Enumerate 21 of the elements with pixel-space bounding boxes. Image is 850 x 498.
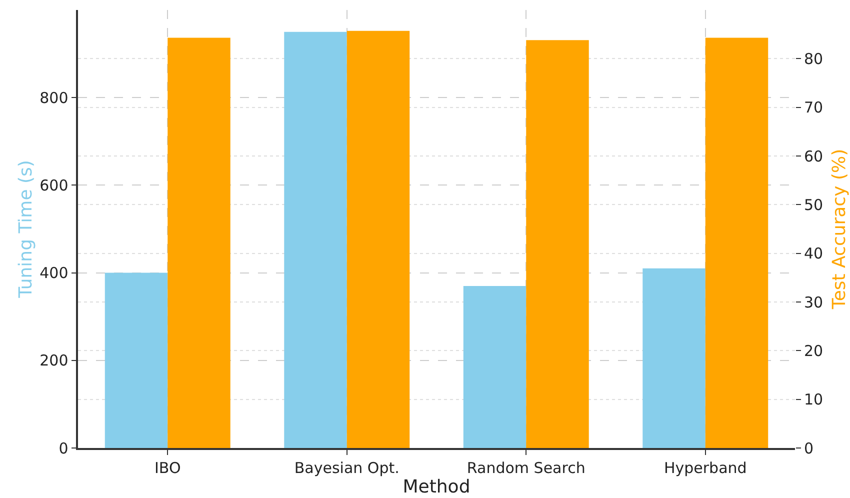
y-tick-label: 0 xyxy=(58,439,68,458)
y2-tick-label: 70 xyxy=(804,98,824,117)
y2-tick-label: 40 xyxy=(804,244,824,263)
x-axis-title: Method xyxy=(402,476,470,498)
x-tick-label: Random Search xyxy=(466,458,586,477)
x-tick-label: Hyperband xyxy=(664,458,747,477)
y-tick-label: 400 xyxy=(40,264,68,282)
x-tick-label: Bayesian Opt. xyxy=(294,458,400,477)
y2-axis-title: Test Accuracy (%) xyxy=(829,148,850,310)
y2-tick-label: 80 xyxy=(804,50,824,68)
y2-tick-label: 10 xyxy=(804,390,824,409)
y2-tick-label: 20 xyxy=(804,342,824,360)
y-tick-label: 800 xyxy=(40,88,68,107)
y2-tick-label: 50 xyxy=(804,196,824,214)
y-axis-title: Tuning Time (s) xyxy=(16,160,36,299)
x-tick-label: IBO xyxy=(154,458,181,477)
y2-tick-label: 30 xyxy=(804,293,824,312)
y-tick-label: 200 xyxy=(40,352,68,370)
y-tick-label: 600 xyxy=(40,176,68,194)
y2-tick-label: 0 xyxy=(804,439,814,458)
y2-tick-label: 60 xyxy=(804,147,824,166)
